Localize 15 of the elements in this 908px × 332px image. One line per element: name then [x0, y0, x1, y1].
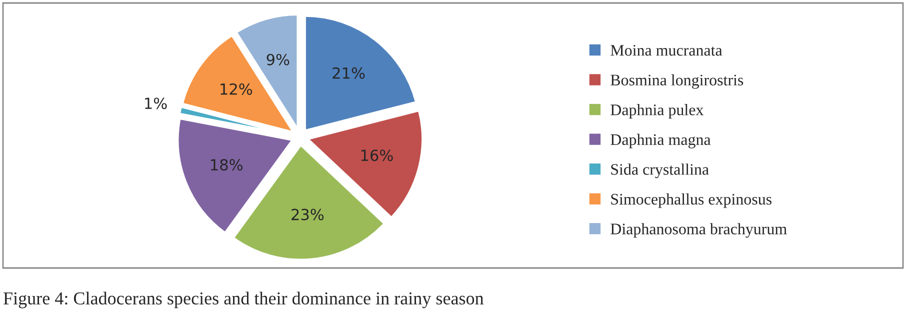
data-label: 9%: [266, 54, 290, 66]
legend-label: Sida crystallina: [611, 164, 709, 178]
caption: Figure 4: Cladocerans species and their dominance in rainy season: [4, 292, 484, 308]
legend-label: Simocephallus expinosus: [611, 193, 772, 208]
legend-label: Moina mucranata: [610, 44, 722, 56]
data-label: 16%: [361, 150, 393, 162]
data-label: 21%: [332, 67, 365, 79]
data-label: 12%: [220, 83, 252, 95]
legend-label: Daphnia magna: [610, 134, 711, 148]
legend-label: Daphnia pulex: [610, 104, 704, 119]
data-label: 18%: [211, 159, 242, 171]
data-label: 23%: [292, 208, 324, 220]
data-label: 1%: [145, 98, 167, 110]
legend-label: Bosmina longirostris: [610, 74, 744, 89]
legend-label: Diaphanosoma brachyurum: [610, 223, 787, 238]
